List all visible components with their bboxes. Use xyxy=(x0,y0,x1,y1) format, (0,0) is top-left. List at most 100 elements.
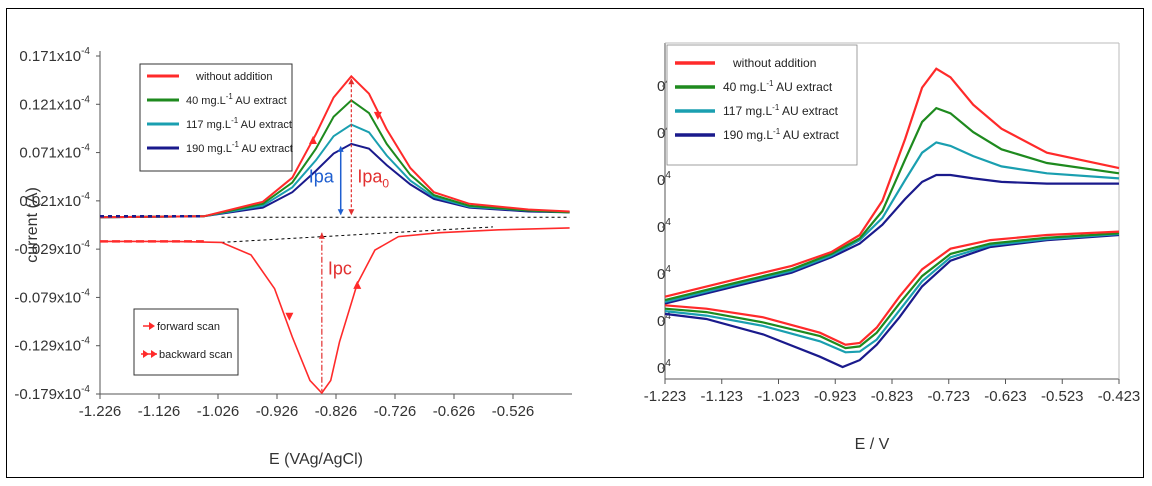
x-tick-label: -0.623 xyxy=(984,388,1027,405)
legend-text: 190 mg.L xyxy=(723,128,773,142)
backward-arrow-marker xyxy=(353,280,362,289)
x-tick-label: -0.823 xyxy=(871,388,914,405)
backward-scan-arrow-icon xyxy=(151,350,157,358)
y-tick-exponent: -4 xyxy=(81,336,90,347)
ipa-arrowhead xyxy=(337,145,344,152)
series-line-au40-forward xyxy=(664,106,1120,302)
ipc-arrowhead xyxy=(318,232,325,239)
legend-entry-without: without addition xyxy=(195,71,272,83)
legend-sup: -1 xyxy=(231,116,239,125)
y-tick-exponent: 4 xyxy=(665,170,671,181)
legend-box xyxy=(666,44,858,166)
y-tick-mantissa: -0.129x10 xyxy=(14,338,81,355)
y-tick-mantissa: -0.029x10 xyxy=(14,241,81,258)
y-tick-label: -0.029x10-4 xyxy=(14,239,90,258)
series-line-au190-forward xyxy=(664,173,1119,305)
legend-text: without addition xyxy=(732,56,816,70)
forward-arrow-marker xyxy=(373,111,382,120)
x-tick-label: -1.126 xyxy=(138,403,181,420)
y-tick-exponent: -4 xyxy=(81,94,90,105)
legend-entry-without: without addition xyxy=(732,56,816,70)
x-tick-label: -0.923 xyxy=(814,388,857,405)
y-tick-label: 0.121x10-4 xyxy=(19,94,90,113)
y-tick-label: 0.021x10-4 xyxy=(19,191,90,210)
forward-scan-arrow-icon xyxy=(149,322,155,330)
series-line-without-forward xyxy=(664,67,1120,298)
y-tick-mantissa: 0 xyxy=(657,125,665,142)
x-tick-label: -0.523 xyxy=(1041,388,1084,405)
y-tick-mantissa: 0.121x10 xyxy=(19,96,81,113)
x-tick-label: -0.526 xyxy=(492,403,535,420)
x-tick-label: -0.723 xyxy=(927,388,970,405)
x-tick-label: -0.926 xyxy=(256,403,299,420)
y-tick-label: -0.129x10-4 xyxy=(14,336,90,355)
legend-text: 40 mg.L xyxy=(723,80,767,94)
ipa0-arrowhead xyxy=(348,78,355,85)
legend-text: 40 mg.L xyxy=(186,95,226,107)
legend-suffix: AU extract xyxy=(779,104,838,118)
y-tick-exponent: -4 xyxy=(81,46,90,57)
legend-sup: -1 xyxy=(772,103,780,112)
ipa0-text: Ipa xyxy=(357,167,383,187)
backward-scan-arrow-icon xyxy=(143,350,149,358)
backward-arrow-marker xyxy=(285,312,294,321)
legend-suffix: AU extract xyxy=(238,119,292,131)
legend-text: 117 mg.L xyxy=(186,119,231,131)
y-tick-exponent: -4 xyxy=(81,143,90,154)
series-line-au190-backward xyxy=(664,233,1120,369)
y-tick-exponent: -4 xyxy=(81,384,90,395)
legend-box xyxy=(139,63,293,172)
y-tick-mantissa: 0.021x10 xyxy=(19,193,81,210)
x-tick-label: -0.726 xyxy=(374,403,417,420)
legend-entry-au190: 190 mg.L-1 AU extract xyxy=(723,127,840,142)
ipa0-subscript: 0 xyxy=(382,177,389,191)
ipa0-arrowhead xyxy=(348,209,355,216)
legend-suffix: AU extract xyxy=(773,80,832,94)
x-tick-label: -1.226 xyxy=(79,403,122,420)
forward-scan-label: forward scan xyxy=(157,321,220,333)
left-cv-chart: -1.226 -1.126 -1.026 -0.926 -0.826 -0.726 -0.6… xyxy=(14,46,572,468)
legend-sup: -1 xyxy=(766,79,774,88)
y-tick-exponent: 4 xyxy=(665,311,671,322)
x-tick-label: -1.123 xyxy=(700,388,743,405)
y-tick-mantissa: 0 xyxy=(657,313,665,330)
y-tick-mantissa: -0.179x10 xyxy=(14,386,81,403)
y-tick-mantissa: 0 xyxy=(657,172,665,189)
y-tick-mantissa: 0 xyxy=(657,266,665,283)
y-tick-exponent: 4 xyxy=(665,358,671,369)
cathodic-baseline xyxy=(221,226,493,243)
y-tick-mantissa: 0 xyxy=(657,219,665,236)
series-line-au117-backward xyxy=(664,232,1120,354)
series-line-au117-forward xyxy=(99,123,570,219)
scan-legend: forward scan backward scan xyxy=(133,308,239,376)
y-tick-exponent: 4 xyxy=(665,217,671,228)
series-line-au190-forward xyxy=(99,142,570,219)
ipa-arrowhead xyxy=(337,209,344,216)
ipa0-label: Ipa0 xyxy=(357,167,389,191)
y-tick-exponent: -4 xyxy=(81,239,90,250)
scan-legend-box xyxy=(133,308,239,376)
x-tick-label: -1.026 xyxy=(197,403,240,420)
legend-text: 117 mg.L xyxy=(723,104,772,118)
series-line-au40-backward xyxy=(664,232,1120,350)
figure-frame: -1.226 -1.126 -1.026 -0.926 -0.826 -0.726 -0.6… xyxy=(6,8,1144,478)
y-tick-mantissa: 0.171x10 xyxy=(19,48,81,65)
y-tick-label: -0.179x10-4 xyxy=(14,384,90,403)
y-tick-label: 04 xyxy=(657,170,671,189)
x-tick-label: -0.423 xyxy=(1098,388,1141,405)
x-tick-label: -0.826 xyxy=(315,403,358,420)
y-axis-title: current (A) xyxy=(24,187,41,263)
legend-entry-au117: 117 mg.L-1 AU extract xyxy=(186,116,292,131)
series-line-without-backward xyxy=(664,230,1120,346)
y-tick-mantissa: 0 xyxy=(657,360,665,377)
legend-sup: -1 xyxy=(773,127,781,136)
legend-entry-au40: 40 mg.L-1 AU extract xyxy=(723,79,833,94)
y-tick-mantissa: 0 xyxy=(657,78,665,95)
y-tick-label: 04 xyxy=(657,358,671,377)
ipa-label: Ipa xyxy=(309,167,335,187)
y-tick-label: 0.171x10-4 xyxy=(19,46,90,65)
y-tick-exponent: -4 xyxy=(81,287,90,298)
series-line-without-forward xyxy=(99,74,570,219)
legend-sup: -1 xyxy=(232,140,240,149)
